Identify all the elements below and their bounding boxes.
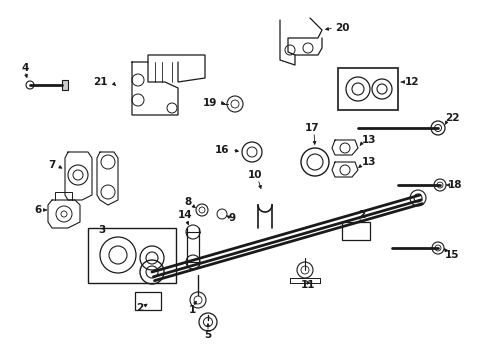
Text: 14: 14 bbox=[177, 210, 192, 220]
Text: 1: 1 bbox=[188, 305, 195, 315]
Bar bbox=[62, 80, 68, 90]
Text: 13: 13 bbox=[361, 157, 376, 167]
Text: 7: 7 bbox=[48, 160, 56, 170]
Text: 12: 12 bbox=[404, 77, 419, 87]
Bar bbox=[135, 292, 161, 310]
Text: 21: 21 bbox=[93, 77, 107, 87]
Bar bbox=[337, 68, 397, 110]
Text: 16: 16 bbox=[214, 145, 229, 155]
Text: 6: 6 bbox=[34, 205, 41, 215]
Text: 8: 8 bbox=[184, 197, 191, 207]
Text: 4: 4 bbox=[21, 63, 29, 73]
Text: 2: 2 bbox=[358, 210, 365, 220]
Text: 13: 13 bbox=[361, 135, 376, 145]
Text: 17: 17 bbox=[304, 123, 319, 133]
Text: 9: 9 bbox=[228, 213, 235, 223]
Text: 10: 10 bbox=[247, 170, 262, 180]
Bar bbox=[88, 228, 176, 283]
Bar bbox=[341, 222, 369, 240]
Text: 22: 22 bbox=[444, 113, 459, 123]
Text: 2: 2 bbox=[136, 303, 143, 313]
Text: 18: 18 bbox=[447, 180, 462, 190]
Text: 15: 15 bbox=[444, 250, 459, 260]
Text: 5: 5 bbox=[204, 330, 211, 340]
Text: 19: 19 bbox=[203, 98, 217, 108]
Text: 3: 3 bbox=[98, 225, 105, 235]
Text: 11: 11 bbox=[300, 280, 315, 290]
Text: 20: 20 bbox=[334, 23, 349, 33]
